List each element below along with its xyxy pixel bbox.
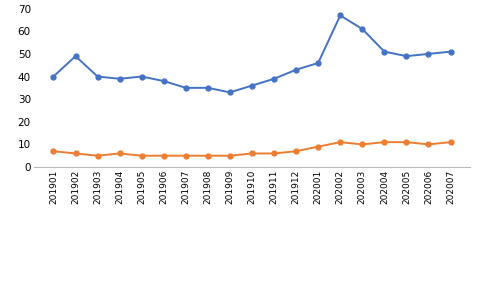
客源成交周期 [337, 141, 343, 144]
客源成交周期 [271, 152, 277, 155]
房源成交周期 [404, 54, 409, 58]
客源成交周期 [161, 154, 167, 158]
房源成交周期 [139, 75, 144, 78]
客源成交周期 [72, 152, 78, 155]
客源成交周期 [139, 154, 144, 158]
房源成交周期 [337, 14, 343, 17]
房源成交周期 [315, 61, 321, 65]
房源成交周期 [50, 75, 56, 78]
客源成交周期 [50, 149, 56, 153]
客源成交周期 [382, 141, 387, 144]
房源成交周期 [426, 52, 432, 56]
房源成交周期 [72, 54, 78, 58]
客源成交周期 [448, 141, 454, 144]
房源成交周期 [95, 75, 100, 78]
房源成交周期 [271, 77, 277, 81]
客源成交周期 [95, 154, 100, 158]
房源成交周期 [205, 86, 211, 90]
客源成交周期 [315, 145, 321, 148]
房源成交周期 [249, 84, 255, 87]
房源成交周期 [448, 50, 454, 53]
房源成交周期 [293, 68, 299, 71]
客源成交周期 [404, 141, 409, 144]
客源成交周期 [117, 152, 122, 155]
房源成交周期 [360, 27, 365, 31]
房源成交周期 [161, 79, 167, 83]
客源成交周期 [293, 149, 299, 153]
Line: 房源成交周期: 房源成交周期 [51, 13, 453, 95]
客源成交周期 [183, 154, 189, 158]
客源成交周期 [205, 154, 211, 158]
Line: 客源成交周期: 客源成交周期 [51, 140, 453, 158]
房源成交周期 [183, 86, 189, 90]
房源成交周期 [117, 77, 122, 81]
房源成交周期 [227, 91, 233, 94]
客源成交周期 [249, 152, 255, 155]
房源成交周期 [382, 50, 387, 53]
客源成交周期 [426, 143, 432, 146]
客源成交周期 [227, 154, 233, 158]
客源成交周期 [360, 143, 365, 146]
